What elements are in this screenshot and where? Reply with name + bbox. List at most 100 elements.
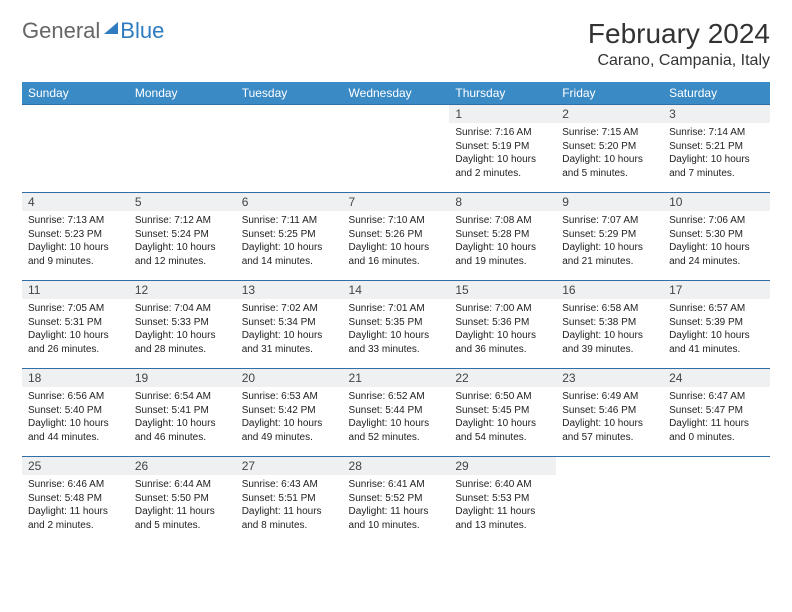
sunrise-text: Sunrise: 6:46 AM <box>28 478 123 492</box>
calendar-day-cell: 28Sunrise: 6:41 AMSunset: 5:52 PMDayligh… <box>343 457 450 545</box>
sunset-text: Sunset: 5:39 PM <box>669 316 764 330</box>
calendar-week-row: 4Sunrise: 7:13 AMSunset: 5:23 PMDaylight… <box>22 193 770 281</box>
day-number: 14 <box>343 281 450 299</box>
sunset-text: Sunset: 5:33 PM <box>135 316 230 330</box>
calendar-body: 1Sunrise: 7:16 AMSunset: 5:19 PMDaylight… <box>22 105 770 545</box>
sunrise-text: Sunrise: 7:00 AM <box>455 302 550 316</box>
daylight-text: Daylight: 10 hours and 16 minutes. <box>349 241 444 268</box>
calendar-day-cell <box>556 457 663 545</box>
daylight-text: Daylight: 10 hours and 36 minutes. <box>455 329 550 356</box>
day-number: 27 <box>236 457 343 475</box>
sunset-text: Sunset: 5:51 PM <box>242 492 337 506</box>
weekday-header: Sunday <box>22 82 129 105</box>
sunrise-text: Sunrise: 6:40 AM <box>455 478 550 492</box>
daylight-text: Daylight: 11 hours and 10 minutes. <box>349 505 444 532</box>
calendar-day-cell: 5Sunrise: 7:12 AMSunset: 5:24 PMDaylight… <box>129 193 236 281</box>
day-number: 9 <box>556 193 663 211</box>
day-info: Sunrise: 7:13 AMSunset: 5:23 PMDaylight:… <box>22 211 129 271</box>
brand-part1: General <box>22 18 100 44</box>
sunset-text: Sunset: 5:38 PM <box>562 316 657 330</box>
sunrise-text: Sunrise: 7:04 AM <box>135 302 230 316</box>
daylight-text: Daylight: 10 hours and 9 minutes. <box>28 241 123 268</box>
calendar-day-cell <box>129 105 236 193</box>
day-number: 25 <box>22 457 129 475</box>
sunset-text: Sunset: 5:36 PM <box>455 316 550 330</box>
sunrise-text: Sunrise: 6:53 AM <box>242 390 337 404</box>
day-info: Sunrise: 6:54 AMSunset: 5:41 PMDaylight:… <box>129 387 236 447</box>
daylight-text: Daylight: 10 hours and 2 minutes. <box>455 153 550 180</box>
sunset-text: Sunset: 5:46 PM <box>562 404 657 418</box>
day-number: 20 <box>236 369 343 387</box>
sunrise-text: Sunrise: 6:43 AM <box>242 478 337 492</box>
calendar-day-cell: 11Sunrise: 7:05 AMSunset: 5:31 PMDayligh… <box>22 281 129 369</box>
calendar-day-cell: 12Sunrise: 7:04 AMSunset: 5:33 PMDayligh… <box>129 281 236 369</box>
day-number: 13 <box>236 281 343 299</box>
sunrise-text: Sunrise: 6:49 AM <box>562 390 657 404</box>
calendar-day-cell <box>663 457 770 545</box>
day-info: Sunrise: 6:49 AMSunset: 5:46 PMDaylight:… <box>556 387 663 447</box>
daylight-text: Daylight: 11 hours and 13 minutes. <box>455 505 550 532</box>
sunset-text: Sunset: 5:47 PM <box>669 404 764 418</box>
sunrise-text: Sunrise: 7:14 AM <box>669 126 764 140</box>
calendar-day-cell: 10Sunrise: 7:06 AMSunset: 5:30 PMDayligh… <box>663 193 770 281</box>
daylight-text: Daylight: 10 hours and 41 minutes. <box>669 329 764 356</box>
weekday-header: Thursday <box>449 82 556 105</box>
calendar-week-row: 1Sunrise: 7:16 AMSunset: 5:19 PMDaylight… <box>22 105 770 193</box>
calendar-day-cell <box>22 105 129 193</box>
daylight-text: Daylight: 10 hours and 28 minutes. <box>135 329 230 356</box>
sunrise-text: Sunrise: 7:11 AM <box>242 214 337 228</box>
sunrise-text: Sunrise: 6:52 AM <box>349 390 444 404</box>
sunset-text: Sunset: 5:24 PM <box>135 228 230 242</box>
calendar-day-cell: 4Sunrise: 7:13 AMSunset: 5:23 PMDaylight… <box>22 193 129 281</box>
day-info: Sunrise: 6:41 AMSunset: 5:52 PMDaylight:… <box>343 475 450 535</box>
daylight-text: Daylight: 10 hours and 44 minutes. <box>28 417 123 444</box>
sunset-text: Sunset: 5:52 PM <box>349 492 444 506</box>
daylight-text: Daylight: 11 hours and 2 minutes. <box>28 505 123 532</box>
day-info: Sunrise: 7:10 AMSunset: 5:26 PMDaylight:… <box>343 211 450 271</box>
calendar-day-cell <box>236 105 343 193</box>
daylight-text: Daylight: 10 hours and 49 minutes. <box>242 417 337 444</box>
weekday-header: Saturday <box>663 82 770 105</box>
calendar-day-cell: 18Sunrise: 6:56 AMSunset: 5:40 PMDayligh… <box>22 369 129 457</box>
day-info: Sunrise: 6:44 AMSunset: 5:50 PMDaylight:… <box>129 475 236 535</box>
calendar-day-cell: 26Sunrise: 6:44 AMSunset: 5:50 PMDayligh… <box>129 457 236 545</box>
sunset-text: Sunset: 5:41 PM <box>135 404 230 418</box>
day-info: Sunrise: 6:40 AMSunset: 5:53 PMDaylight:… <box>449 475 556 535</box>
sunrise-text: Sunrise: 6:58 AM <box>562 302 657 316</box>
daylight-text: Daylight: 10 hours and 14 minutes. <box>242 241 337 268</box>
brand-triangle-icon <box>104 22 118 34</box>
day-info: Sunrise: 7:08 AMSunset: 5:28 PMDaylight:… <box>449 211 556 271</box>
sunset-text: Sunset: 5:35 PM <box>349 316 444 330</box>
day-info: Sunrise: 6:57 AMSunset: 5:39 PMDaylight:… <box>663 299 770 359</box>
sunrise-text: Sunrise: 7:13 AM <box>28 214 123 228</box>
sunset-text: Sunset: 5:34 PM <box>242 316 337 330</box>
header: General Blue February 2024 Carano, Campa… <box>22 18 770 70</box>
day-info: Sunrise: 6:50 AMSunset: 5:45 PMDaylight:… <box>449 387 556 447</box>
title-block: February 2024 Carano, Campania, Italy <box>588 18 770 70</box>
weekday-header: Tuesday <box>236 82 343 105</box>
daylight-text: Daylight: 10 hours and 57 minutes. <box>562 417 657 444</box>
daylight-text: Daylight: 10 hours and 52 minutes. <box>349 417 444 444</box>
day-info: Sunrise: 6:56 AMSunset: 5:40 PMDaylight:… <box>22 387 129 447</box>
daylight-text: Daylight: 10 hours and 5 minutes. <box>562 153 657 180</box>
sunrise-text: Sunrise: 7:15 AM <box>562 126 657 140</box>
calendar-day-cell: 22Sunrise: 6:50 AMSunset: 5:45 PMDayligh… <box>449 369 556 457</box>
weekday-header-row: Sunday Monday Tuesday Wednesday Thursday… <box>22 82 770 105</box>
month-title: February 2024 <box>588 18 770 50</box>
day-number: 23 <box>556 369 663 387</box>
daylight-text: Daylight: 11 hours and 0 minutes. <box>669 417 764 444</box>
day-info: Sunrise: 7:05 AMSunset: 5:31 PMDaylight:… <box>22 299 129 359</box>
daylight-text: Daylight: 10 hours and 46 minutes. <box>135 417 230 444</box>
daylight-text: Daylight: 10 hours and 26 minutes. <box>28 329 123 356</box>
sunrise-text: Sunrise: 6:50 AM <box>455 390 550 404</box>
day-number: 3 <box>663 105 770 123</box>
sunset-text: Sunset: 5:53 PM <box>455 492 550 506</box>
calendar-day-cell: 29Sunrise: 6:40 AMSunset: 5:53 PMDayligh… <box>449 457 556 545</box>
day-number: 29 <box>449 457 556 475</box>
day-number: 28 <box>343 457 450 475</box>
calendar-day-cell: 15Sunrise: 7:00 AMSunset: 5:36 PMDayligh… <box>449 281 556 369</box>
sunrise-text: Sunrise: 6:41 AM <box>349 478 444 492</box>
daylight-text: Daylight: 10 hours and 24 minutes. <box>669 241 764 268</box>
day-info: Sunrise: 7:00 AMSunset: 5:36 PMDaylight:… <box>449 299 556 359</box>
day-info: Sunrise: 7:14 AMSunset: 5:21 PMDaylight:… <box>663 123 770 183</box>
